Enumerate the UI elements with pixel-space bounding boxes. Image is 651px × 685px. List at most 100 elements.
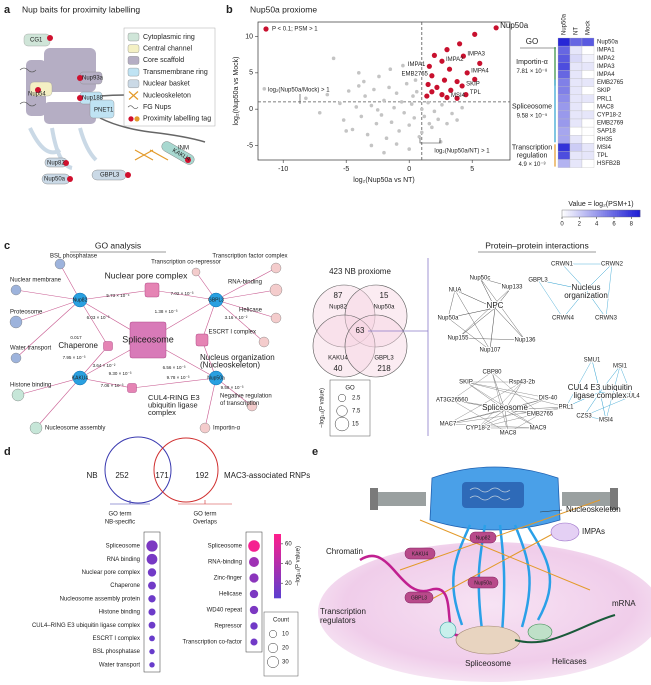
colorbar-segment <box>274 584 281 587</box>
data-point <box>388 67 393 72</box>
ppi-edge <box>562 289 587 319</box>
colorbar-segment <box>274 564 281 567</box>
heatmap-cell <box>557 102 571 112</box>
labelling-tag <box>185 157 191 163</box>
colorbar-segment <box>274 588 281 591</box>
ppi-edge <box>457 286 513 339</box>
venn-count: 171 <box>155 471 169 480</box>
filament <box>498 524 506 634</box>
edge-label: 7.02 × 10⁻³ <box>171 291 194 296</box>
go-term-label: BSL phosphatase <box>50 254 98 260</box>
row-label: SKIP <box>597 88 611 94</box>
heatmap-cell <box>569 110 583 120</box>
heatmap-cell <box>581 78 595 87</box>
colorbar-segment <box>628 210 631 217</box>
data-point <box>392 105 396 110</box>
ppi-module: CUL4 E3 ubiquitin <box>568 383 632 392</box>
ppi-edge <box>465 381 549 399</box>
core-scaffold <box>44 102 96 124</box>
colorbar-segment <box>632 210 635 217</box>
colorbar-segment <box>634 210 637 217</box>
heatmap-cell <box>569 86 583 95</box>
y-tick-label: 5 <box>249 70 253 77</box>
ppi-node: Nup107 <box>479 348 501 354</box>
row-label: TPL <box>597 153 609 159</box>
venn-set <box>153 437 219 503</box>
colorbar-segment <box>274 578 281 581</box>
diagram-label: PNET1 <box>94 108 114 114</box>
data-point <box>362 79 366 84</box>
bait-protein <box>404 547 436 560</box>
go-term-node <box>103 341 113 351</box>
ppi-edge <box>477 381 523 429</box>
dot <box>148 595 156 603</box>
bait-protein <box>469 531 497 544</box>
venn-count: 252 <box>115 471 129 480</box>
data-point <box>444 47 450 53</box>
edge-label: 3.64 × 10⁻² <box>93 363 116 368</box>
heatmap-cell <box>581 110 595 120</box>
network-edge <box>204 377 217 429</box>
dot-category: RNA-binding <box>208 560 242 566</box>
size-legend-label: 10 <box>282 632 289 638</box>
panel-title: GO analysis <box>95 240 141 250</box>
heatmap-cell <box>557 86 571 95</box>
legend-swatch <box>128 91 139 100</box>
colorbar-frame <box>561 209 641 218</box>
legend-swatch <box>127 105 139 110</box>
ppi-edge <box>585 263 613 291</box>
diagram-label: Nup50a <box>44 177 66 183</box>
ppi-edge <box>477 409 506 429</box>
go-term-label: CUL4-RING E3 <box>148 393 200 402</box>
group-p: 9.58 × 10⁻⁵ <box>517 112 548 119</box>
colorbar-segment <box>638 210 641 217</box>
data-point <box>424 93 430 99</box>
diagram-label: Chromatin <box>326 547 363 556</box>
colorbar-segment <box>274 586 281 589</box>
data-point <box>382 150 386 155</box>
colorbar-segment <box>601 210 604 217</box>
size-legend-box <box>263 611 299 677</box>
colorbar-segment <box>587 210 590 217</box>
ppi-edge <box>491 371 541 415</box>
data-point <box>344 129 349 133</box>
dot-category: BSL phosphatase <box>93 649 141 655</box>
row-label: Nup50a <box>597 40 619 46</box>
size-legend-marker <box>334 416 350 432</box>
heatmap-cell <box>581 86 595 95</box>
legend-label: Transmembrane ring <box>143 69 208 76</box>
diagram-label: IMPAs <box>582 527 605 536</box>
go-term-label: (Nucleoskeleton) <box>200 361 260 370</box>
dot-frame <box>245 531 263 653</box>
heatmap-cell <box>557 143 571 152</box>
nuclear-basket <box>28 127 98 170</box>
heatmap-cell <box>557 126 571 136</box>
data-point <box>413 78 418 82</box>
heatmap-cell <box>581 135 595 144</box>
heatmap-cell <box>569 37 583 47</box>
labelling-tag <box>63 160 69 166</box>
dot-category: RNA binding <box>107 557 140 563</box>
dot-category: Helicase <box>219 592 243 598</box>
go-term-node <box>29 421 43 435</box>
network-edge <box>151 289 217 301</box>
edge-label: 1.38 × 10⁻³ <box>155 309 178 314</box>
bait-protein <box>404 591 434 604</box>
ppi-node: CRWN3 <box>595 316 618 322</box>
labelling-tag <box>47 35 53 41</box>
colorbar-segment <box>274 558 281 561</box>
ppi-node: SKIP <box>459 380 473 386</box>
data-point <box>377 74 381 79</box>
bait-protein <box>467 576 499 589</box>
data-point <box>472 76 478 82</box>
go-term-label: Histone binding <box>10 383 51 389</box>
ppi-edge <box>465 381 506 411</box>
ppi-edge <box>447 317 491 351</box>
dot-category: Spliceosome <box>106 544 141 550</box>
heatmap-cell <box>569 78 583 87</box>
ppi-module: Nucleus <box>572 283 601 292</box>
colorbar-tick-label: 2 <box>578 222 582 228</box>
data-point <box>460 53 466 59</box>
regulator <box>439 621 457 639</box>
labelling-tag <box>125 172 131 178</box>
